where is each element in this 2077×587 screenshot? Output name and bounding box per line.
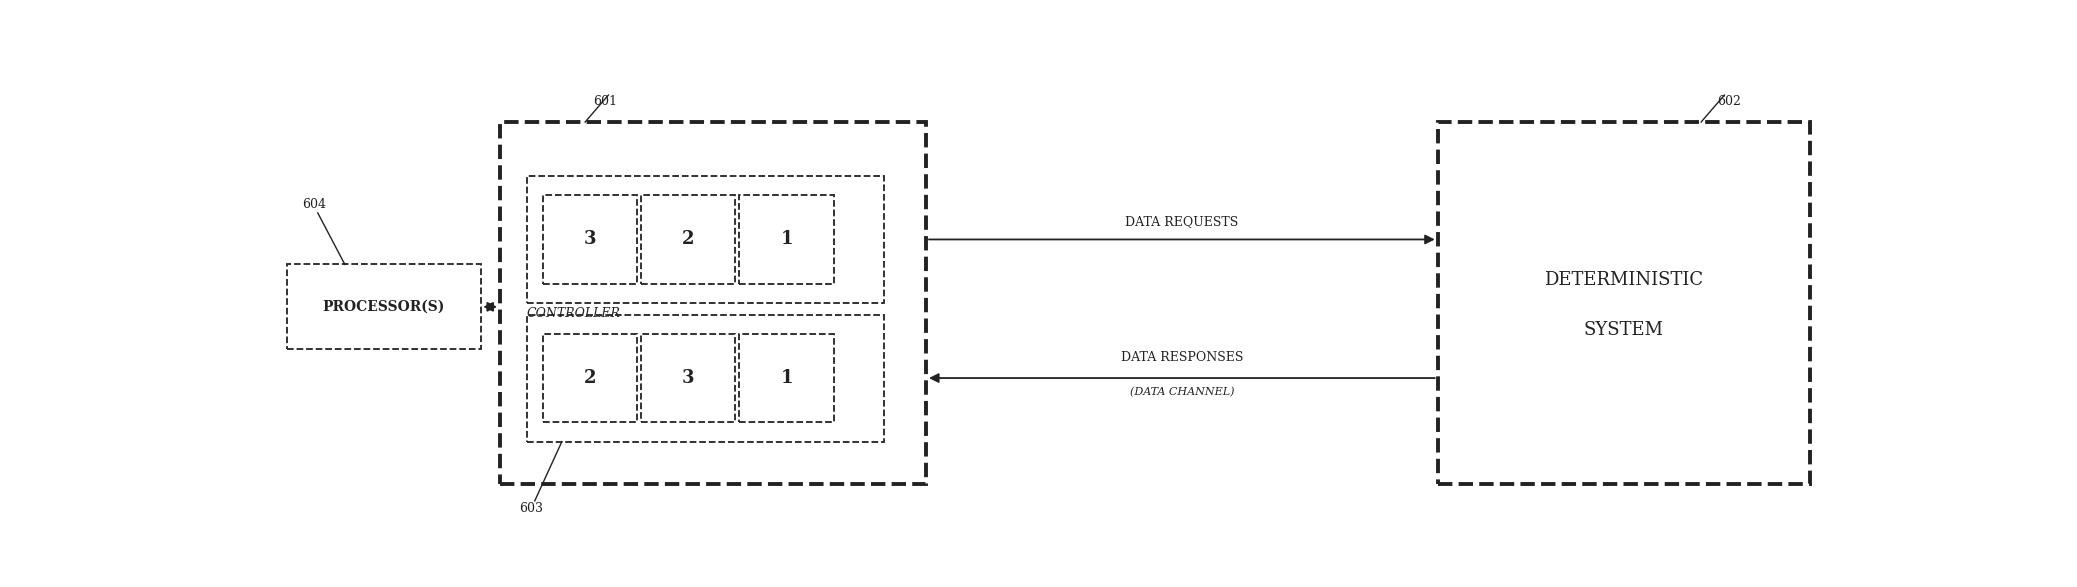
Text: PROCESSOR(S): PROCESSOR(S) (322, 300, 444, 314)
Text: (DATA CHANNEL): (DATA CHANNEL) (1130, 387, 1234, 397)
Bar (287, 265, 480, 349)
Text: 3: 3 (681, 369, 694, 387)
Bar (739, 334, 833, 422)
Text: 1: 1 (781, 231, 793, 248)
Text: 602: 602 (1716, 95, 1741, 108)
Bar (528, 315, 883, 441)
Bar (642, 195, 735, 284)
Text: CONTROLLER: CONTROLLER (528, 307, 621, 320)
Bar (542, 334, 638, 422)
Text: 2: 2 (681, 231, 694, 248)
Bar (1437, 122, 1809, 484)
Text: 603: 603 (519, 502, 542, 515)
Text: 2: 2 (584, 369, 596, 387)
Bar (501, 122, 926, 484)
Bar (528, 176, 883, 303)
Text: 601: 601 (592, 95, 617, 108)
Bar (642, 334, 735, 422)
Text: DATA REQUESTS: DATA REQUESTS (1126, 215, 1238, 228)
Text: DETERMINISTIC: DETERMINISTIC (1543, 271, 1703, 289)
Bar (542, 195, 638, 284)
Text: SYSTEM: SYSTEM (1583, 321, 1664, 339)
Bar (739, 195, 833, 284)
Text: 3: 3 (584, 231, 596, 248)
Text: 604: 604 (303, 198, 326, 211)
Text: 1: 1 (781, 369, 793, 387)
Text: DATA RESPONSES: DATA RESPONSES (1122, 351, 1242, 364)
